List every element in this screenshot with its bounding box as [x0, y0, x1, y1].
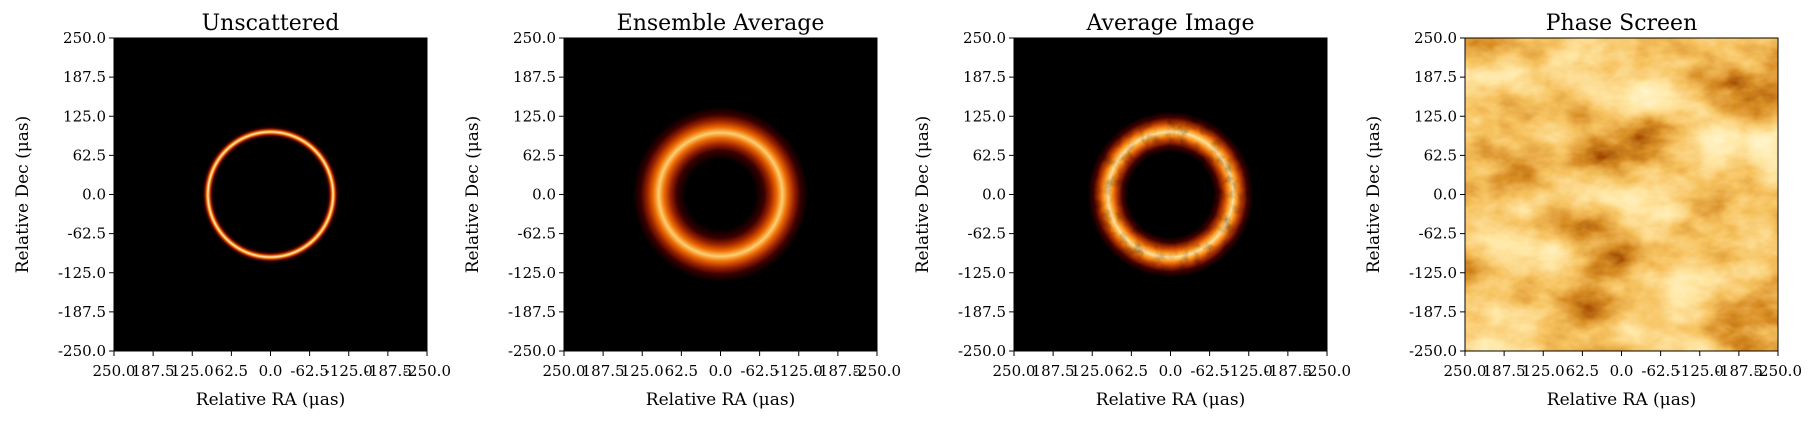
y-tick-label: 0.0	[1433, 186, 1457, 204]
y-tick-label: 62.5	[523, 146, 556, 164]
x-axis-label: Relative RA (μas)	[646, 390, 795, 410]
y-tick-label: 62.5	[73, 146, 106, 164]
x-axis-label: Relative RA (μas)	[1096, 390, 1245, 410]
x-tick-label: -125.0	[1676, 362, 1724, 380]
x-tick-label: -250.0	[1754, 362, 1802, 380]
y-tick-label: 125.0	[513, 107, 556, 125]
x-tick-label: 0.0	[259, 362, 283, 380]
y-axis-label: Relative Dec (μas)	[1364, 116, 1384, 274]
x-tick-label: 250.0	[93, 362, 136, 380]
x-tick-label: 187.5	[582, 362, 625, 380]
x-tick-label: 62.5	[215, 362, 248, 380]
y-tick-label: -125.0	[1409, 264, 1457, 282]
x-tick-label: 250.0	[993, 362, 1036, 380]
x-tick-label: 125.0	[1522, 362, 1565, 380]
x-tick-label: 250.0	[1444, 362, 1487, 380]
x-tick-label: 125.0	[1071, 362, 1114, 380]
x-tick-label: 125.0	[621, 362, 664, 380]
y-tick-label: 187.5	[513, 68, 556, 86]
y-axis-label: Relative Dec (μas)	[13, 116, 33, 274]
y-tick-label: 0.0	[982, 186, 1006, 204]
x-tick-label: -250.0	[1303, 362, 1351, 380]
panel-title: Unscattered	[202, 11, 340, 36]
y-tick-label: 250.0	[513, 29, 556, 47]
x-tick-label: -187.5	[1264, 362, 1312, 380]
y-tick-label: 250.0	[1414, 29, 1457, 47]
x-tick-label: 187.5	[1483, 362, 1526, 380]
x-tick-label: 0.0	[709, 362, 733, 380]
y-tick-label: 125.0	[963, 107, 1006, 125]
y-tick-label: 125.0	[1414, 107, 1457, 125]
y-tick-label: -62.5	[1419, 225, 1457, 243]
x-tick-label: 250.0	[543, 362, 586, 380]
x-tick-label: -62.5	[290, 362, 328, 380]
y-tick-label: 62.5	[973, 146, 1006, 164]
y-tick-label: -250.0	[1409, 342, 1457, 360]
y-tick-label: 187.5	[1414, 68, 1457, 86]
y-tick-label: -125.0	[508, 264, 556, 282]
y-tick-label: 0.0	[82, 186, 106, 204]
panel-title: Average Image	[1086, 11, 1255, 36]
image-2	[564, 38, 877, 351]
x-tick-label: -125.0	[1225, 362, 1273, 380]
x-tick-label: 125.0	[171, 362, 214, 380]
y-tick-label: 125.0	[63, 107, 106, 125]
image-3	[1014, 38, 1327, 351]
x-tick-label: -187.5	[1715, 362, 1763, 380]
x-tick-label: -187.5	[814, 362, 862, 380]
x-tick-label: -125.0	[775, 362, 823, 380]
x-tick-label: 0.0	[1610, 362, 1634, 380]
y-tick-label: -62.5	[968, 225, 1006, 243]
image-1	[114, 38, 427, 351]
y-tick-label: -250.0	[958, 342, 1006, 360]
y-tick-label: -125.0	[958, 264, 1006, 282]
x-tick-label: -187.5	[364, 362, 412, 380]
x-tick-label: -250.0	[403, 362, 451, 380]
panel-title: Phase Screen	[1546, 11, 1698, 36]
x-axis-label: Relative RA (μas)	[1547, 390, 1696, 410]
y-tick-label: 250.0	[63, 29, 106, 47]
y-tick-label: -187.5	[1409, 303, 1457, 321]
y-tick-label: 62.5	[1424, 146, 1457, 164]
y-axis-label: Relative Dec (μas)	[463, 116, 483, 274]
x-axis-label: Relative RA (μas)	[196, 390, 345, 410]
y-tick-label: -250.0	[508, 342, 556, 360]
y-tick-label: 187.5	[63, 68, 106, 86]
y-axis-label: Relative Dec (μas)	[913, 116, 933, 274]
y-tick-label: -187.5	[958, 303, 1006, 321]
x-tick-label: 0.0	[1159, 362, 1183, 380]
y-tick-label: 250.0	[963, 29, 1006, 47]
image-4	[1465, 38, 1778, 351]
y-tick-label: -125.0	[58, 264, 106, 282]
y-tick-label: 0.0	[532, 186, 556, 204]
x-tick-label: -62.5	[1190, 362, 1228, 380]
x-tick-label: -62.5	[740, 362, 778, 380]
x-tick-label: 62.5	[665, 362, 698, 380]
x-tick-label: -62.5	[1641, 362, 1679, 380]
x-tick-label: -125.0	[325, 362, 373, 380]
y-tick-label: -250.0	[58, 342, 106, 360]
x-tick-label: 62.5	[1115, 362, 1148, 380]
x-tick-label: -250.0	[853, 362, 901, 380]
y-tick-label: -187.5	[508, 303, 556, 321]
y-tick-label: 187.5	[963, 68, 1006, 86]
x-tick-label: 187.5	[1032, 362, 1075, 380]
panel-title: Ensemble Average	[617, 11, 825, 36]
y-tick-label: -187.5	[58, 303, 106, 321]
y-tick-label: -62.5	[68, 225, 106, 243]
y-tick-label: -62.5	[518, 225, 556, 243]
x-tick-label: 187.5	[132, 362, 175, 380]
x-tick-label: 62.5	[1566, 362, 1599, 380]
